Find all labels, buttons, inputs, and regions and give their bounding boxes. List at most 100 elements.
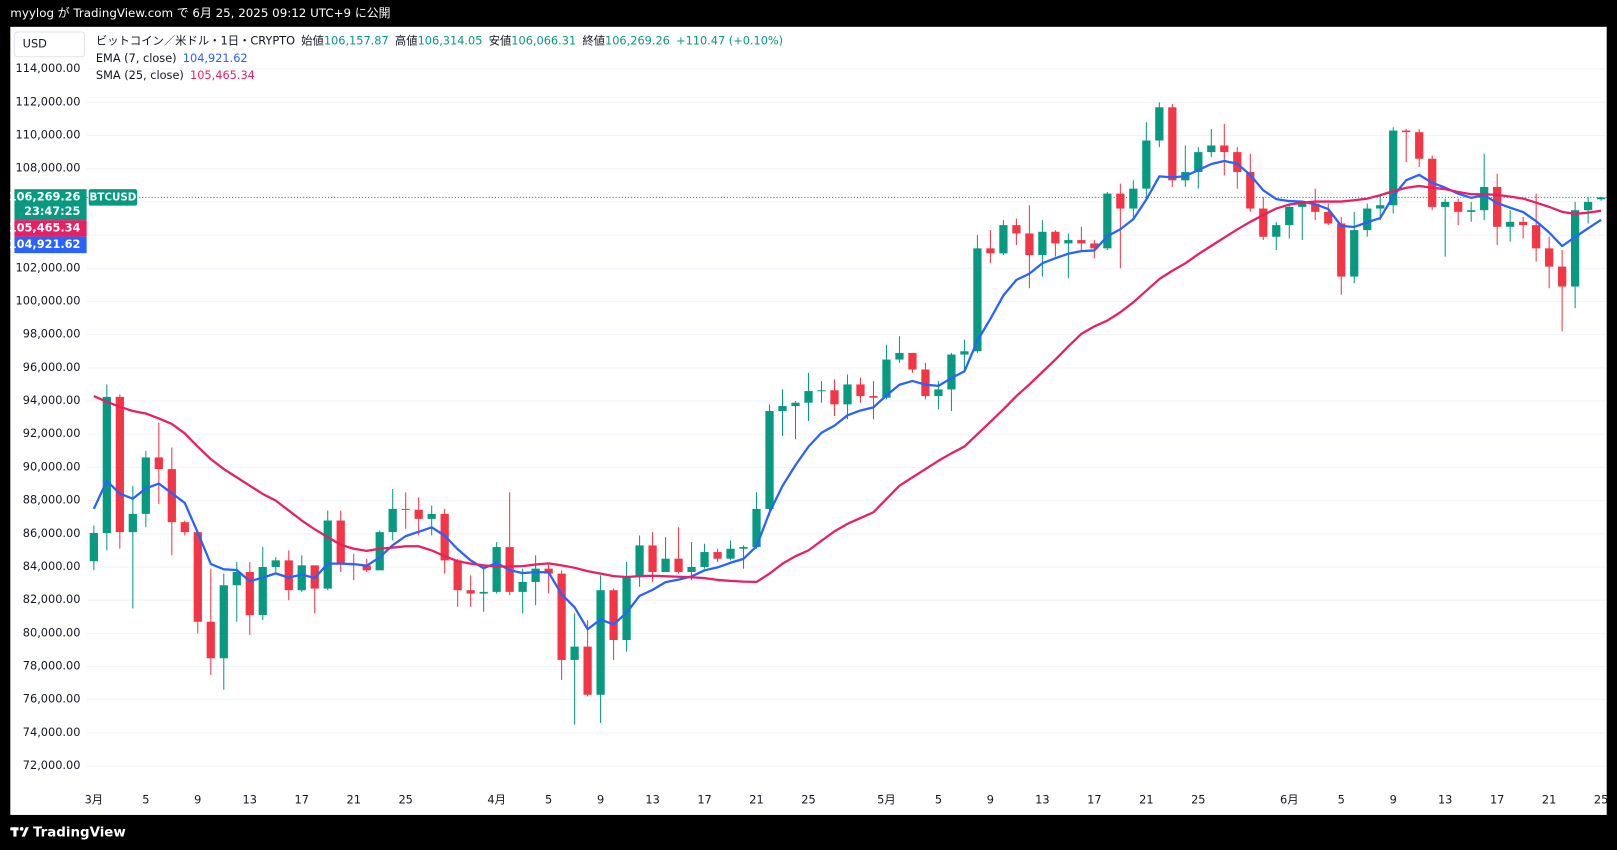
candle-body [1194,152,1203,173]
candle-body [570,646,579,660]
x-tick-label: 3月 [85,792,104,806]
y-tick-label: 92,000.00 [23,426,81,440]
candle-body [492,547,501,592]
x-tick-label: 21 [1139,792,1153,806]
price-tag-label: 106,269.26 [9,189,81,203]
candle-body [1337,223,1346,277]
candle-body [1493,186,1502,227]
candle-body [947,354,956,390]
candle-body [1402,130,1411,133]
candle-body [388,508,397,533]
y-tick-label: 94,000.00 [23,393,81,407]
candle-body [583,646,592,695]
legend-field-value: 106,269.26 [605,33,670,47]
y-tick-label: 78,000.00 [23,659,81,673]
indicator-line [93,184,1602,584]
x-tick-label: 9 [194,792,201,806]
x-tick-label: 9 [987,792,994,806]
candle-body [1506,221,1515,227]
x-tick-label: 13 [1438,792,1452,806]
y-tick-label: 80,000.00 [23,625,81,639]
candle-body [258,566,267,616]
candle-body [128,513,137,533]
candle-body [713,552,722,559]
x-tick-label: 17 [295,792,309,806]
candle-body [336,520,345,564]
y-tick-label: 108,000.00 [16,161,81,175]
x-tick-label: 5月 [877,792,896,806]
candle-body [401,508,410,510]
candle-body [934,389,943,397]
x-tick-label: 5 [935,792,942,806]
legend-indicator: EMA (7, close) 104,921.62 [96,51,248,65]
candle-body [1532,225,1541,249]
candle-body [557,573,566,660]
candle-body [154,457,163,470]
candle-body [245,571,254,616]
candle-body [778,406,787,411]
legend-field-value: 106,157.87 [324,33,389,47]
y-tick-label: 100,000.00 [16,293,81,307]
candle-body [141,457,150,514]
candle-body [1129,188,1138,209]
candle-body [973,248,982,352]
price-tag-label: 105,465.34 [9,220,81,234]
indicator-name: EMA (7, close) [96,51,177,65]
price-tag [14,220,87,237]
candle-body [479,591,488,594]
candle-body [1207,145,1216,153]
currency: USD [23,36,47,50]
candle-body [219,585,228,659]
x-tick-label: 17 [697,792,711,806]
candle-body [1324,211,1333,224]
y-tick-label: 86,000.00 [23,526,81,540]
candle-body [1090,243,1099,249]
x-tick-label: 25 [1191,792,1205,806]
candle-body [908,352,917,370]
candle-body [1259,208,1268,237]
candle-body [1064,240,1073,244]
candle-body [102,396,111,533]
y-tick-label: 90,000.00 [23,459,81,473]
candle-body [804,391,813,403]
candle-body [232,571,241,586]
legend-main: ビットコイン／米ドル・1日・CRYPTO 始値106,157.87 高値106,31… [96,33,783,47]
candle-body [271,560,280,567]
candle-body [1142,140,1151,189]
x-tick-label: 21 [347,792,361,806]
y-tick-label: 96,000.00 [23,360,81,374]
candle-body [1311,203,1320,212]
indicator-line [92,159,1602,631]
candle-body [167,469,176,523]
logo [10,826,29,837]
candle-body [89,532,98,562]
y-tick-label: 82,000.00 [23,592,81,606]
legend-field-label: 高値 [395,33,418,47]
candle-body [1596,197,1606,200]
candle-body [791,402,800,407]
candle-body [1298,203,1307,207]
candle-body [1272,225,1281,237]
candle-body [1376,205,1385,209]
x-tick-label: 25 [801,792,815,806]
candle-body [648,545,657,572]
legend-field-value: 106,314.05 [418,33,483,47]
candle-body [427,513,436,519]
candle-body [1519,221,1528,226]
candle-body [1103,193,1112,249]
legend-change: +110.47 (+0.10%) [676,33,783,47]
candle-body [999,225,1008,254]
candle-body [1246,172,1255,209]
y-tick-label: 74,000.00 [23,725,81,739]
candle-body [544,568,553,574]
candle-body [739,547,748,549]
candle-body [323,520,332,589]
candle-body [1012,225,1021,234]
y-tick-label: 84,000.00 [23,559,81,573]
candle-body [466,590,475,594]
candle-body [1415,132,1424,159]
x-tick-label: 6月 [1280,792,1299,806]
y-tick-label: 88,000.00 [23,493,81,507]
x-tick-label: 21 [749,792,763,806]
